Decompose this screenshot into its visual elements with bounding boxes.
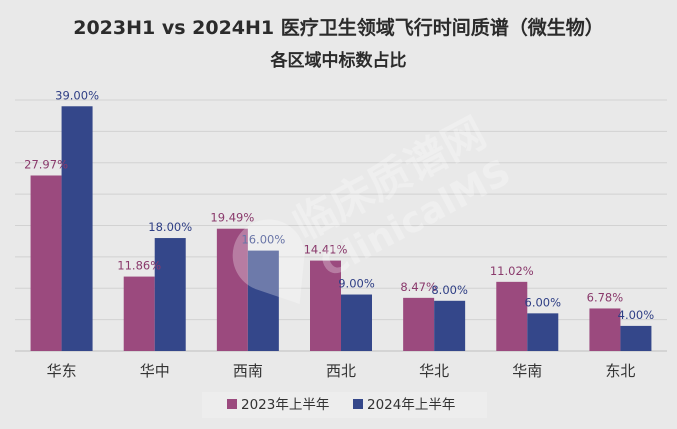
category-label-1: 华中 [140,362,170,380]
bar-2023-5 [496,281,528,351]
data-label-2023-1: 11.86% [117,259,161,273]
legend-swatch-2023 [227,399,237,409]
category-label-3: 西北 [326,362,356,380]
category-label-6: 东北 [605,362,635,380]
legend: 2023年上半年 2024年上半年 [202,392,487,418]
gridlines [15,99,667,352]
bar-2023-0 [30,175,62,351]
category-labels: 华东 华中 西南 西北 华北 华南 东北 [47,362,636,380]
bar-2024-6 [620,325,652,351]
bar-2023-3 [310,260,341,351]
data-label-2023-4: 8.47% [400,280,437,294]
bar-2024-4 [434,300,466,351]
legend-swatch-2024 [353,399,363,409]
bar-2024-5 [527,313,559,351]
bar-2024-3 [341,294,372,351]
bar-2023-6 [589,308,621,351]
bar-2023-2 [216,228,248,351]
bar-2024-1 [154,238,186,351]
category-label-5: 华南 [512,362,542,380]
data-label-2024-5: 6.00% [525,295,562,309]
data-label-2023-0: 27.97% [24,157,68,171]
data-label-2023-6: 6.78% [587,290,624,304]
data-label-2024-2: 16.00% [241,233,285,247]
data-label-2023-2: 19.49% [210,211,254,225]
data-label-2023-5: 11.02% [490,264,534,278]
category-label-0: 华东 [47,362,77,380]
legend-label-2024: 2024年上半年 [367,397,455,413]
category-label-2: 西南 [233,362,263,380]
bar-2024-2 [247,250,279,351]
category-label-4: 华北 [419,362,449,380]
bars [30,106,652,352]
chart-title: 2023H1 vs 2024H1 医疗卫生领域飞行时间质谱（微生物） [73,16,604,39]
chart-subtitle: 各区域中标数占比 [270,50,407,71]
data-label-2023-3: 14.41% [304,243,348,257]
legend-label-2023: 2023年上半年 [241,397,329,413]
data-label-2024-3: 9.00% [338,277,375,291]
bar-2023-1 [123,276,155,351]
data-label-2024-6: 4.00% [618,308,655,322]
data-label-2024-1: 18.00% [148,220,192,234]
data-labels: 27.97% 39.00% 11.86% 18.00% 19.49% 16.00% 14.4… [24,88,654,322]
bar-2023-4 [403,297,435,351]
data-label-2024-0: 39.00% [55,88,99,102]
data-label-2024-4: 8.00% [431,283,468,297]
bar-2024-0 [61,106,93,352]
